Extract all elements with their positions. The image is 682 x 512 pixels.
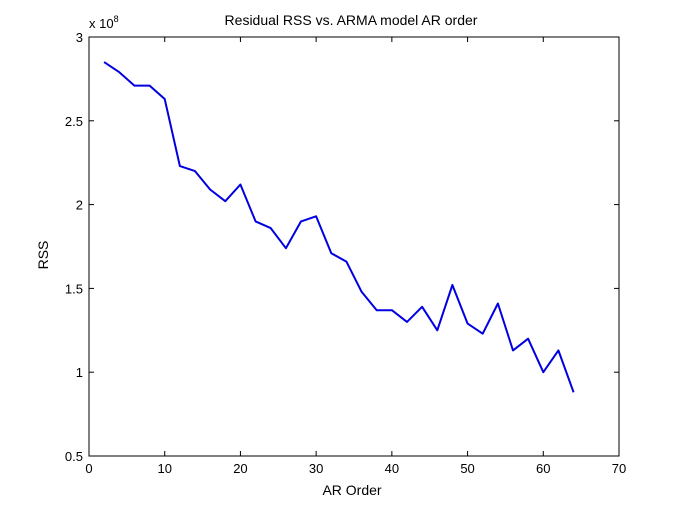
chart-title: Residual RSS vs. ARMA model AR order — [225, 12, 478, 28]
y-axis-exponent-base: x 10 — [89, 16, 114, 31]
y-tick-label: 1 — [76, 365, 83, 380]
x-tick-label: 20 — [233, 461, 247, 476]
x-tick-label: 70 — [612, 461, 626, 476]
y-tick-label: 1.5 — [65, 281, 83, 296]
y-axis-label: RSS — [35, 241, 51, 270]
series-line — [103, 61, 575, 393]
y-tick-label: 2 — [76, 198, 83, 213]
plot-area: 0 10 20 30 40 50 60 70 0.5 1 1.5 2 2.5 3 — [65, 30, 626, 476]
y-tick-label: 3 — [76, 30, 83, 45]
x-axis-label: AR Order — [322, 482, 381, 498]
axes-box — [88, 36, 620, 457]
y-tick-label: 2.5 — [65, 114, 83, 129]
x-tick-label: 40 — [385, 461, 399, 476]
x-tick-label: 30 — [309, 461, 323, 476]
x-tick-label: 0 — [85, 461, 92, 476]
y-tick-label: 0.5 — [65, 449, 83, 464]
x-tick-label: 50 — [460, 461, 474, 476]
y-axis-exponent: x 108 — [89, 14, 119, 31]
y-axis-exponent-power: 8 — [114, 14, 119, 24]
x-tick-label: 60 — [536, 461, 550, 476]
x-tick-label: 10 — [157, 461, 171, 476]
